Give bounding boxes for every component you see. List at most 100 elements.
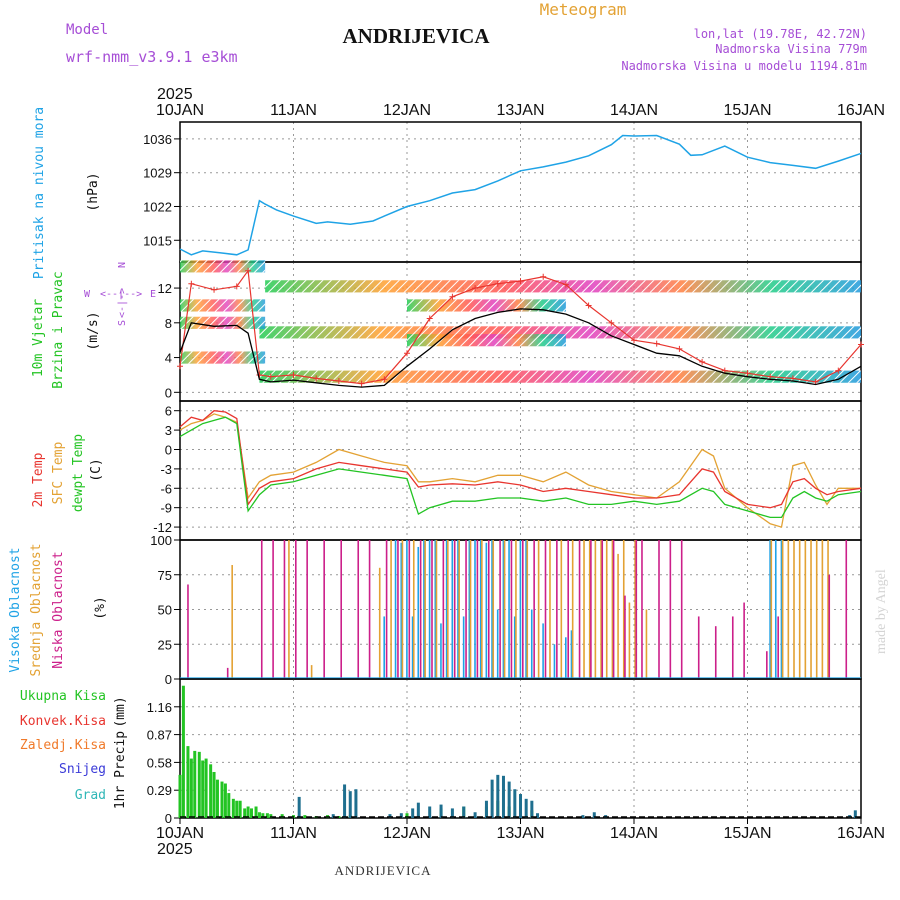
- low-cloud-bar: [590, 540, 592, 679]
- high-cloud-bar: [769, 540, 771, 679]
- ytick-label: 50: [158, 603, 172, 618]
- legend-snow: Snijeg: [59, 762, 106, 777]
- total-precip-bar: [254, 806, 258, 818]
- ytick-label: 0.87: [147, 728, 172, 743]
- wind-unit: (m/s): [86, 311, 101, 350]
- high-cloud-bar: [513, 616, 516, 679]
- wind-gust-marker: [245, 267, 252, 274]
- temp2m-title: 2m Temp: [31, 452, 46, 507]
- mid-cloud-bar: [645, 609, 648, 679]
- snow-bar: [581, 815, 585, 818]
- low-cloud-bar: [766, 651, 768, 679]
- model-altitude-text: Nadmorska Visina u modelu 1194.81m: [621, 59, 867, 73]
- low-cloud-bar: [476, 540, 479, 679]
- low-cloud-bar: [397, 540, 399, 679]
- snow-bar: [343, 784, 347, 818]
- low-cloud-bar: [340, 540, 342, 679]
- total-precip-bar: [231, 798, 235, 818]
- total-precip-bar: [265, 813, 269, 818]
- low-cloud-bar: [680, 540, 683, 679]
- snow-bar: [450, 808, 454, 818]
- snow-bar: [524, 798, 528, 818]
- low-cloud-bar: [567, 540, 569, 679]
- panel-temperature: -12 -9 -6 -3 0 3 6: [153, 400, 862, 541]
- bottom-xlabel: 13JAN: [496, 825, 544, 842]
- wind-speed-line: [179, 308, 862, 388]
- high-cloud-bar: [394, 540, 397, 679]
- snow-bar: [530, 800, 534, 818]
- wind-gust-marker: [211, 286, 218, 293]
- low-cloud-bar: [510, 540, 513, 679]
- total-precip-bar: [186, 746, 190, 818]
- total-precip-bar: [257, 812, 261, 818]
- model-name: wrf-nmm_v3.9.1 e3km: [66, 48, 238, 66]
- low-cloud-bar: [187, 584, 189, 679]
- precip-legend: Ukupna Kisa Konvek.Kisa Zaledj.Kisa Snij…: [20, 689, 128, 809]
- mid-cloud-bar: [378, 567, 381, 679]
- low-cloud-bar: [556, 540, 558, 679]
- mid-cloud-bar: [515, 540, 517, 679]
- ytick-label: 100: [150, 533, 172, 548]
- wind-gust-marker: [188, 280, 195, 287]
- low-cloud-bar: [385, 540, 388, 679]
- wind-gust-marker: [653, 340, 660, 347]
- high-cloud-bar: [457, 540, 459, 679]
- total-precip-bar: [250, 808, 254, 818]
- snow-bar: [416, 802, 420, 818]
- wind-gust-marker: [540, 273, 547, 280]
- wind-band-hatch: [265, 280, 861, 293]
- top-x-axis-labels: 10JAN 11JAN 12JAN 13JAN 14JAN 15JAN 16JAN: [156, 102, 885, 119]
- mid-cloud-bar: [821, 540, 824, 679]
- low-cloud-bar: [431, 540, 433, 679]
- wind-band-hatch: [180, 260, 266, 273]
- legend-total-precip: Ukupna Kisa: [20, 689, 106, 704]
- wind-gust-marker: [290, 371, 297, 378]
- snow-bar: [388, 814, 392, 818]
- snow-bar: [536, 813, 540, 818]
- ytick-label: 0: [165, 442, 172, 457]
- high-cloud-bar: [411, 616, 414, 679]
- ytick-label: 6: [165, 404, 172, 419]
- panel-frame: [179, 121, 862, 263]
- high-cloud-bar: [440, 623, 442, 679]
- low-cloud-bar: [522, 540, 524, 679]
- wind-gust-marker: [177, 363, 183, 370]
- mid-cloud-bar: [617, 553, 619, 679]
- compass-rose-icon: <--|-->: [100, 289, 142, 300]
- high-cloud-bar: [491, 540, 493, 679]
- mid-cloud-bar: [231, 565, 233, 679]
- high-cloud-bar: [423, 540, 425, 679]
- meteogram-label: Meteogram: [540, 0, 627, 19]
- wind-gust-marker: [676, 345, 683, 352]
- wind-band-hatch: [407, 334, 566, 347]
- total-precip-bar: [197, 751, 201, 818]
- total-precip-bar: [201, 760, 205, 818]
- low-cloud-bar: [499, 540, 501, 679]
- high-cloud-bar: [485, 542, 488, 679]
- credit-text: made by Angel: [874, 569, 889, 654]
- mid-cloud-bar: [526, 540, 529, 679]
- top-xlabel: 12JAN: [383, 102, 431, 119]
- ytick-label: -12: [153, 520, 172, 535]
- wind-gust-marker: [699, 358, 706, 365]
- panel-clouds: 0 25 50 75 100: [150, 533, 862, 687]
- mid-cloud-bar: [827, 540, 829, 679]
- mid-cloud-bar: [571, 540, 574, 679]
- mid-cloud-bar: [594, 540, 597, 679]
- low-cloud-bar: [260, 540, 263, 679]
- snow-bar: [501, 775, 505, 818]
- ytick-label: 4: [165, 351, 172, 366]
- low-cloud-bar: [295, 540, 297, 679]
- wind-gust-marker: [472, 285, 479, 292]
- low-cloud-bar: [533, 540, 535, 679]
- snow-bar: [462, 806, 466, 818]
- mid-cloud-bar: [401, 540, 404, 679]
- ytick-label: -9: [160, 501, 172, 516]
- high-cloud-bar: [479, 540, 482, 679]
- ytick-label: -3: [160, 462, 172, 477]
- snow-bar: [507, 781, 511, 818]
- mid-cloud-bar: [537, 540, 540, 679]
- high-cloud-bar: [434, 540, 437, 679]
- mid-cloud-bar: [781, 540, 784, 679]
